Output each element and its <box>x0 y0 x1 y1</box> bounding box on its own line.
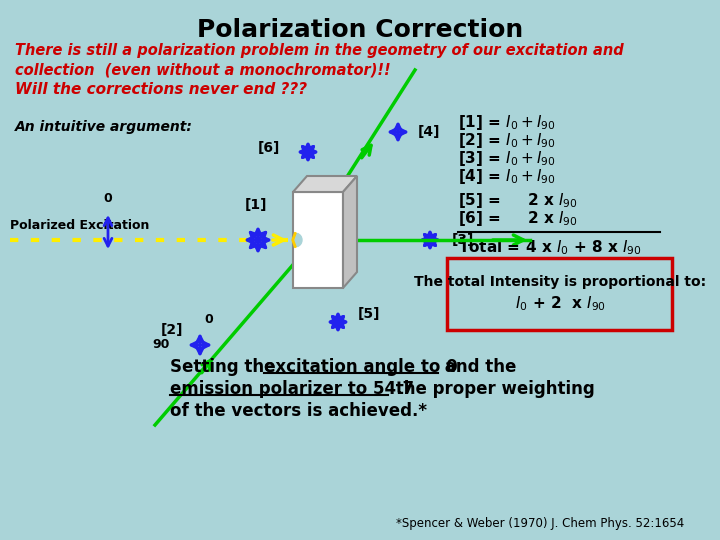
Text: The total Intensity is proportional to:: The total Intensity is proportional to: <box>414 275 706 289</box>
Text: emission polarizer to 54.7: emission polarizer to 54.7 <box>170 380 414 398</box>
Text: [6]: [6] <box>258 141 280 155</box>
Wedge shape <box>295 233 302 247</box>
Text: Polarization Correction: Polarization Correction <box>197 18 523 42</box>
Text: *Spencer & Weber (1970) J. Chem Phys. 52:1654: *Spencer & Weber (1970) J. Chem Phys. 52… <box>396 517 684 530</box>
Polygon shape <box>293 176 357 192</box>
Text: There is still a polarization problem in the geometry of our excitation and
coll: There is still a polarization problem in… <box>15 43 624 78</box>
Text: Polarized Excitation: Polarized Excitation <box>10 219 149 232</box>
Text: [1] = $I_0 + I_{90}$: [1] = $I_0 + I_{90}$ <box>458 112 556 132</box>
Wedge shape <box>292 233 300 247</box>
Bar <box>447 258 672 330</box>
Polygon shape <box>343 176 357 288</box>
Text: 0: 0 <box>104 192 112 205</box>
Text: the proper weighting: the proper weighting <box>390 380 595 398</box>
Text: An intuitive argument:: An intuitive argument: <box>15 120 193 134</box>
Text: of the vectors is achieved.*: of the vectors is achieved.* <box>170 402 427 420</box>
Text: [3] = $I_0 + I_{90}$: [3] = $I_0 + I_{90}$ <box>458 148 556 167</box>
Text: [1]: [1] <box>245 198 267 212</box>
Text: $I_0$ + 2  x $I_{90}$: $I_0$ + 2 x $I_{90}$ <box>515 295 606 313</box>
Text: [5] =     2 x $I_{90}$: [5] = 2 x $I_{90}$ <box>458 191 577 210</box>
Text: [2] = $I_0 + I_{90}$: [2] = $I_0 + I_{90}$ <box>458 131 556 150</box>
Text: [2]: [2] <box>161 323 184 337</box>
Text: Setting the: Setting the <box>170 358 282 376</box>
Text: and the: and the <box>439 358 516 376</box>
Bar <box>293 192 343 288</box>
Text: [5]: [5] <box>358 307 380 321</box>
Text: 90: 90 <box>153 339 170 352</box>
Text: Will the corrections never end ???: Will the corrections never end ??? <box>15 82 307 97</box>
Text: 0: 0 <box>204 313 212 326</box>
Text: [4] = $I_0 + I_{90}$: [4] = $I_0 + I_{90}$ <box>458 166 556 186</box>
Text: Total = 4 x $I_0$ + 8 x $I_{90}$: Total = 4 x $I_0$ + 8 x $I_{90}$ <box>458 239 642 258</box>
Text: excitation angle to 0: excitation angle to 0 <box>264 358 458 376</box>
Text: [4]: [4] <box>418 125 441 139</box>
Text: [3]: [3] <box>452 233 474 247</box>
Text: [6] =     2 x $I_{90}$: [6] = 2 x $I_{90}$ <box>458 208 577 227</box>
